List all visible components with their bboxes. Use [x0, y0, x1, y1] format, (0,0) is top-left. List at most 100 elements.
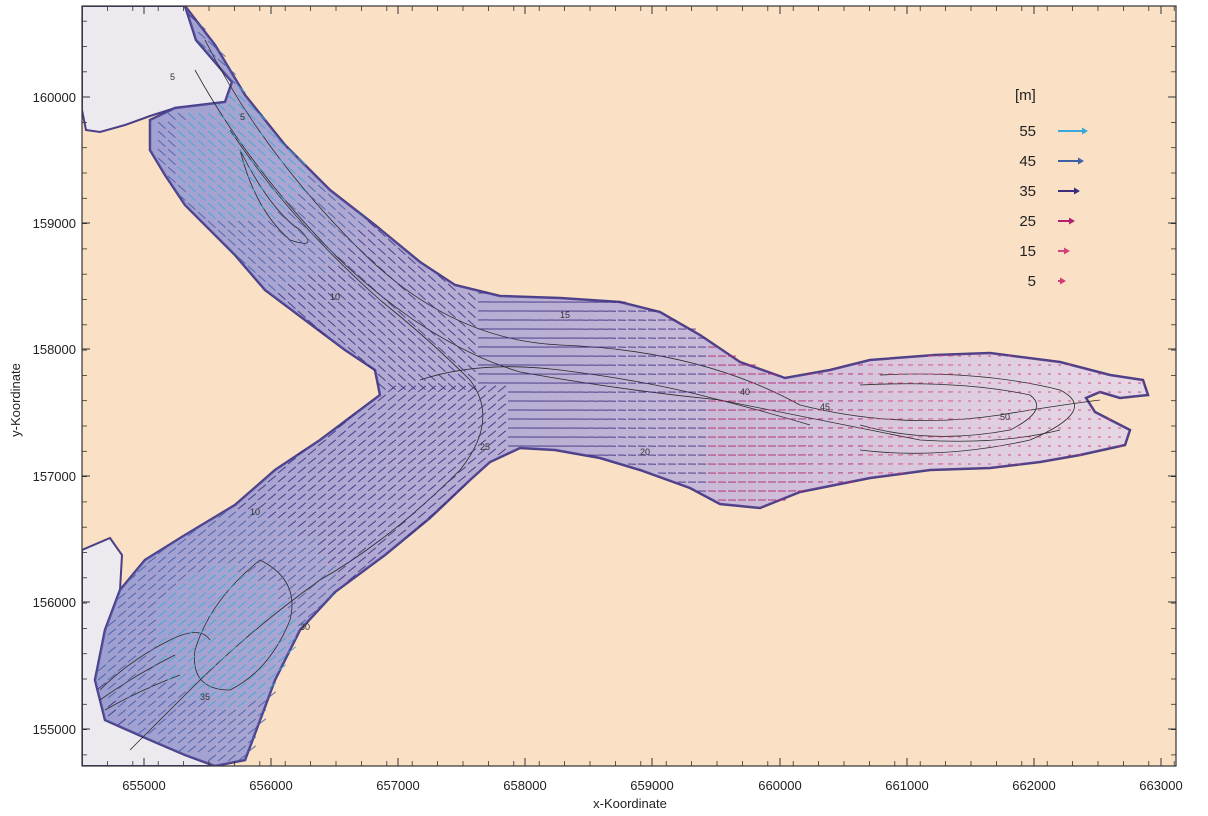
flow-vector — [407, 364, 416, 372]
flow-vector — [137, 718, 147, 726]
x-axis-title: x-Koordinate — [593, 796, 667, 811]
flow-vector — [427, 346, 436, 354]
flow-vector — [417, 502, 427, 510]
flow-vector — [297, 238, 306, 246]
flow-vector — [207, 709, 217, 717]
flow-vector — [467, 328, 476, 336]
flow-vector — [257, 547, 267, 555]
flow-vector — [397, 502, 407, 510]
flow-vector — [207, 745, 217, 753]
flow-vector — [337, 484, 347, 492]
flow-vector — [227, 184, 236, 192]
flow-vector — [167, 709, 177, 717]
flow-vector — [177, 619, 187, 627]
flow-vector — [267, 538, 277, 546]
flow-vector — [287, 229, 296, 237]
flow-vector — [397, 520, 407, 528]
flow-vector — [257, 655, 267, 663]
flow-vector — [267, 601, 277, 609]
flow-vector — [117, 628, 127, 636]
flow-vector — [447, 385, 457, 393]
legend-arrowhead — [1074, 187, 1080, 195]
flow-vector — [367, 466, 377, 474]
flow-vector — [247, 202, 256, 210]
flow-vector — [437, 493, 447, 501]
flow-vector — [227, 529, 237, 537]
flow-vector — [207, 520, 217, 528]
flow-vector — [217, 655, 227, 663]
flow-vector — [317, 484, 327, 492]
flow-vector — [357, 412, 367, 420]
flow-vector — [427, 394, 437, 402]
flow-vector — [417, 355, 426, 363]
flow-vector — [217, 220, 226, 228]
flow-vector — [327, 292, 336, 300]
flow-vector — [217, 592, 227, 600]
flow-vector — [157, 718, 167, 726]
flow-vector — [167, 646, 177, 654]
flow-vector — [457, 403, 467, 411]
flow-vector — [287, 148, 296, 156]
flow-vector — [387, 412, 397, 420]
flow-vector — [217, 184, 226, 192]
flow-vector — [427, 484, 437, 492]
flow-vector — [417, 520, 427, 528]
flow-vector — [327, 211, 336, 219]
flow-vector — [167, 130, 176, 138]
flow-vector — [357, 238, 366, 246]
flow-vector — [107, 646, 117, 654]
flow-vector — [297, 601, 307, 609]
flow-vector — [477, 448, 487, 456]
flow-vector — [357, 484, 367, 492]
flow-vector — [187, 646, 197, 654]
flow-vector — [437, 310, 446, 318]
flow-vector — [207, 619, 217, 627]
flow-vector — [437, 412, 447, 420]
flow-vector — [277, 592, 287, 600]
flow-vector — [257, 238, 266, 246]
flow-vector — [437, 502, 447, 510]
flow-vector — [287, 283, 296, 291]
flow-vector — [377, 337, 386, 345]
flow-vector — [197, 148, 206, 156]
flow-vector — [207, 727, 217, 735]
flow-vector — [307, 256, 316, 264]
flow-vector — [357, 547, 367, 555]
flow-vector — [247, 691, 257, 699]
flow-vector — [297, 529, 307, 537]
flow-vector — [357, 256, 366, 264]
y-axis-title: y-Koordinate — [8, 363, 23, 437]
flow-vector — [297, 211, 306, 219]
flow-vector — [327, 547, 337, 555]
flow-vector — [137, 628, 147, 636]
flow-vector — [267, 229, 276, 237]
flow-vector — [357, 274, 366, 282]
flow-vector — [457, 373, 466, 381]
flow-vector — [347, 292, 356, 300]
flow-vector — [467, 439, 477, 447]
flow-vector — [297, 157, 306, 165]
flow-vector — [307, 292, 316, 300]
flow-vector — [397, 385, 407, 393]
flow-vector — [187, 166, 196, 174]
flow-vector — [277, 511, 287, 519]
flow-vector — [387, 247, 396, 255]
flow-vector — [237, 121, 246, 129]
flow-vector — [187, 148, 196, 156]
flow-vector — [377, 529, 387, 537]
flow-vector — [207, 655, 217, 663]
flow-vector — [237, 103, 246, 111]
flow-vector — [417, 394, 427, 402]
flow-vector — [337, 502, 347, 510]
flow-vector — [337, 538, 347, 546]
flow-vector — [247, 220, 256, 228]
flow-vector — [227, 610, 237, 618]
flow-vector — [237, 166, 246, 174]
flow-vector — [177, 184, 186, 192]
flow-vector — [357, 493, 367, 501]
flow-vector — [397, 430, 407, 438]
flow-vector — [447, 484, 457, 492]
flow-vector — [287, 637, 297, 645]
flow-vector — [277, 493, 287, 501]
flow-vector — [167, 655, 177, 663]
